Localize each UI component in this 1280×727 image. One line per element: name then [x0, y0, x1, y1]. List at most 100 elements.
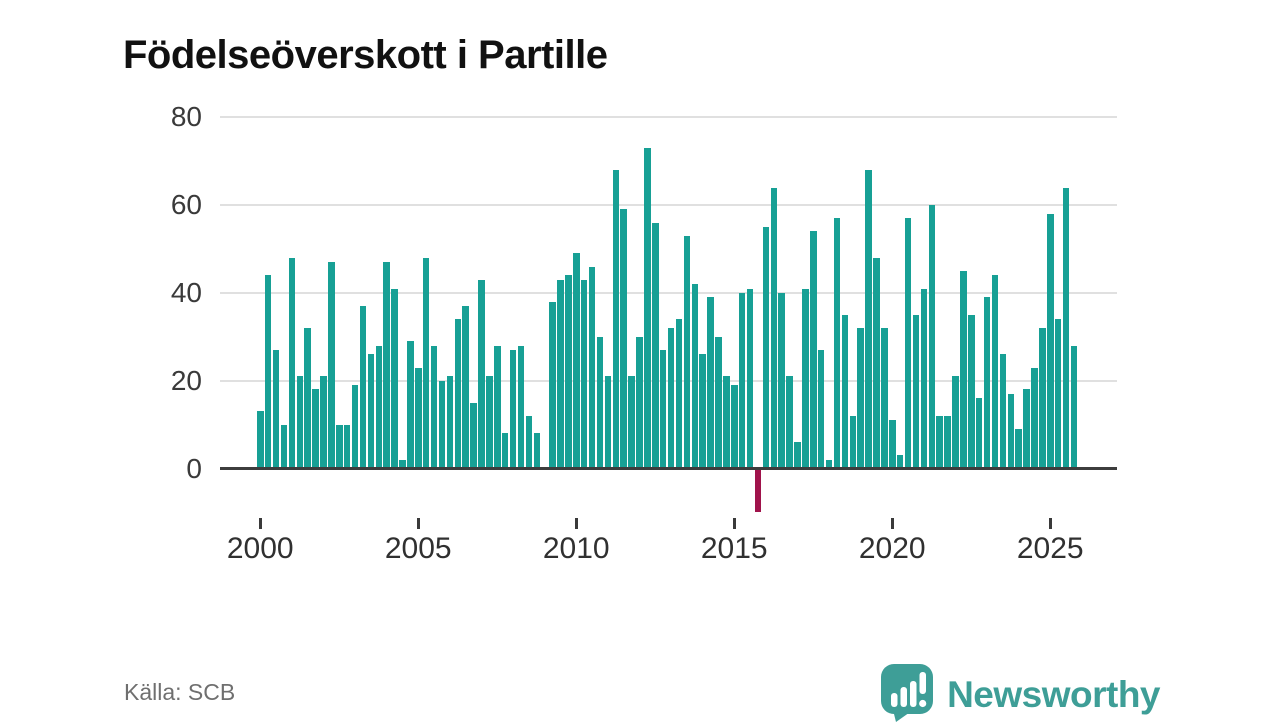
x-tick-2015	[732, 518, 736, 529]
source-text: Källa: SCB	[124, 679, 236, 705]
bar-2011-Q1	[604, 376, 612, 469]
bar-2013-Q4	[691, 284, 698, 469]
bar-2022-Q1	[952, 376, 959, 469]
bar-2002-Q1	[320, 376, 327, 469]
bar-2021-Q3	[936, 415, 943, 469]
bar-2006-Q4	[470, 402, 477, 469]
bar-2018-Q4	[849, 415, 856, 469]
bar-2025-Q1	[1047, 213, 1054, 469]
x-axis-label-2000: 2000	[226, 532, 294, 565]
bar-2020-Q4	[912, 314, 920, 469]
bar-2006-Q1	[446, 376, 454, 469]
bar-2020-Q1	[889, 420, 896, 469]
bar-2012-Q4	[659, 349, 667, 469]
bar-2007-Q1	[478, 279, 485, 469]
x-axis-label-2020: 2020	[858, 532, 926, 565]
x-tick-2010	[574, 518, 578, 529]
bar-2008-Q3	[525, 415, 533, 469]
bar-2003-Q4	[375, 345, 382, 469]
x-tick-2025	[1048, 518, 1052, 529]
bar-2010-Q4	[596, 336, 604, 469]
y-axis-label-20: 20	[170, 364, 202, 396]
bar-2024-Q1	[1015, 428, 1022, 469]
bar-2007-Q4	[501, 433, 509, 469]
bar-2011-Q3	[620, 209, 627, 469]
bar-2019-Q3	[873, 257, 880, 469]
bar-2012-Q1	[636, 336, 643, 469]
bar-2018-Q2	[833, 218, 841, 469]
bar-2016-Q4	[786, 376, 793, 469]
bar-2016-Q3	[778, 292, 785, 469]
bar-2003-Q2	[359, 306, 367, 469]
y-axis-label-60: 60	[170, 189, 202, 221]
bar-2009-Q3	[557, 279, 564, 469]
x-axis-label-2015: 2015	[700, 532, 768, 565]
bar-2024-Q3	[1031, 367, 1038, 469]
x-axis-label-2025: 2025	[1016, 532, 1084, 565]
bar-2012-Q3	[652, 222, 659, 469]
bar-2003-Q1	[351, 385, 359, 469]
bar-2006-Q3	[462, 306, 469, 469]
bar-2000-Q4	[280, 424, 288, 469]
bar-2000-Q3	[272, 349, 280, 469]
bar-2003-Q3	[367, 354, 375, 469]
bar-2004-Q4	[407, 341, 414, 469]
bar-2008-Q2	[517, 345, 525, 469]
bar-2010-Q2	[580, 279, 588, 469]
newsworthy-logo: Newsworthy	[879, 662, 1160, 727]
bar-2013-Q3	[683, 235, 691, 469]
bar-2014-Q3	[715, 336, 722, 469]
bar-2020-Q2	[896, 455, 904, 469]
newsworthy-wordmark: Newsworthy	[947, 673, 1160, 715]
y-gridline-60	[220, 204, 1117, 207]
bar-2025-Q3	[1062, 187, 1070, 469]
bar-2008-Q1	[509, 349, 517, 469]
bar-2002-Q4	[343, 424, 351, 469]
bar-2025-Q4	[1070, 345, 1078, 469]
bar-2001-Q2	[296, 376, 303, 469]
bar-2015-Q3	[746, 288, 754, 469]
bar-2007-Q2	[486, 376, 493, 469]
bar-2005-Q2	[422, 257, 430, 469]
bar-2017-Q4	[817, 349, 825, 469]
bar-2000-Q2	[264, 275, 272, 469]
bar-2019-Q4	[881, 328, 888, 469]
bar-2015-Q2	[738, 292, 746, 469]
y-gridline-40	[220, 291, 1117, 294]
bar-2014-Q1	[699, 354, 706, 469]
bar-2004-Q1	[383, 262, 390, 469]
bar-2002-Q3	[336, 424, 343, 469]
bar-2019-Q2	[865, 169, 872, 469]
y-axis-label-80: 80	[170, 101, 202, 133]
bar-2022-Q2	[960, 270, 967, 469]
bar-2016-Q1	[762, 227, 770, 469]
bar-2018-Q1	[825, 459, 833, 469]
x-tick-2020	[890, 518, 894, 529]
bar-2011-Q4	[628, 376, 635, 469]
bar-2015-Q1	[731, 385, 738, 469]
x-axis-line	[220, 467, 1117, 470]
bar-2004-Q2	[391, 288, 398, 469]
bar-2012-Q2	[644, 148, 651, 469]
bar-2018-Q3	[841, 314, 849, 469]
bar-2010-Q1	[573, 253, 580, 469]
bar-2025-Q2	[1054, 319, 1062, 469]
bar-2020-Q3	[904, 218, 912, 469]
bar-2009-Q4	[565, 275, 572, 469]
bar-2024-Q2	[1023, 389, 1030, 469]
bar-2023-Q4	[1007, 393, 1014, 469]
y-gridline-80	[220, 116, 1117, 119]
bar-2013-Q1	[667, 328, 675, 469]
bar-2004-Q3	[399, 459, 406, 469]
x-tick-2000	[258, 518, 262, 529]
y-axis-label-0: 0	[186, 452, 202, 484]
bar-2017-Q2	[802, 288, 809, 469]
bar-2008-Q4	[533, 433, 540, 469]
bar-2001-Q3	[304, 328, 311, 469]
bar-2006-Q2	[454, 319, 461, 469]
bar-2015-Q4	[754, 468, 762, 513]
bar-2009-Q2	[549, 301, 556, 469]
x-axis-label-2005: 2005	[384, 532, 452, 565]
bar-2001-Q4	[312, 389, 319, 469]
